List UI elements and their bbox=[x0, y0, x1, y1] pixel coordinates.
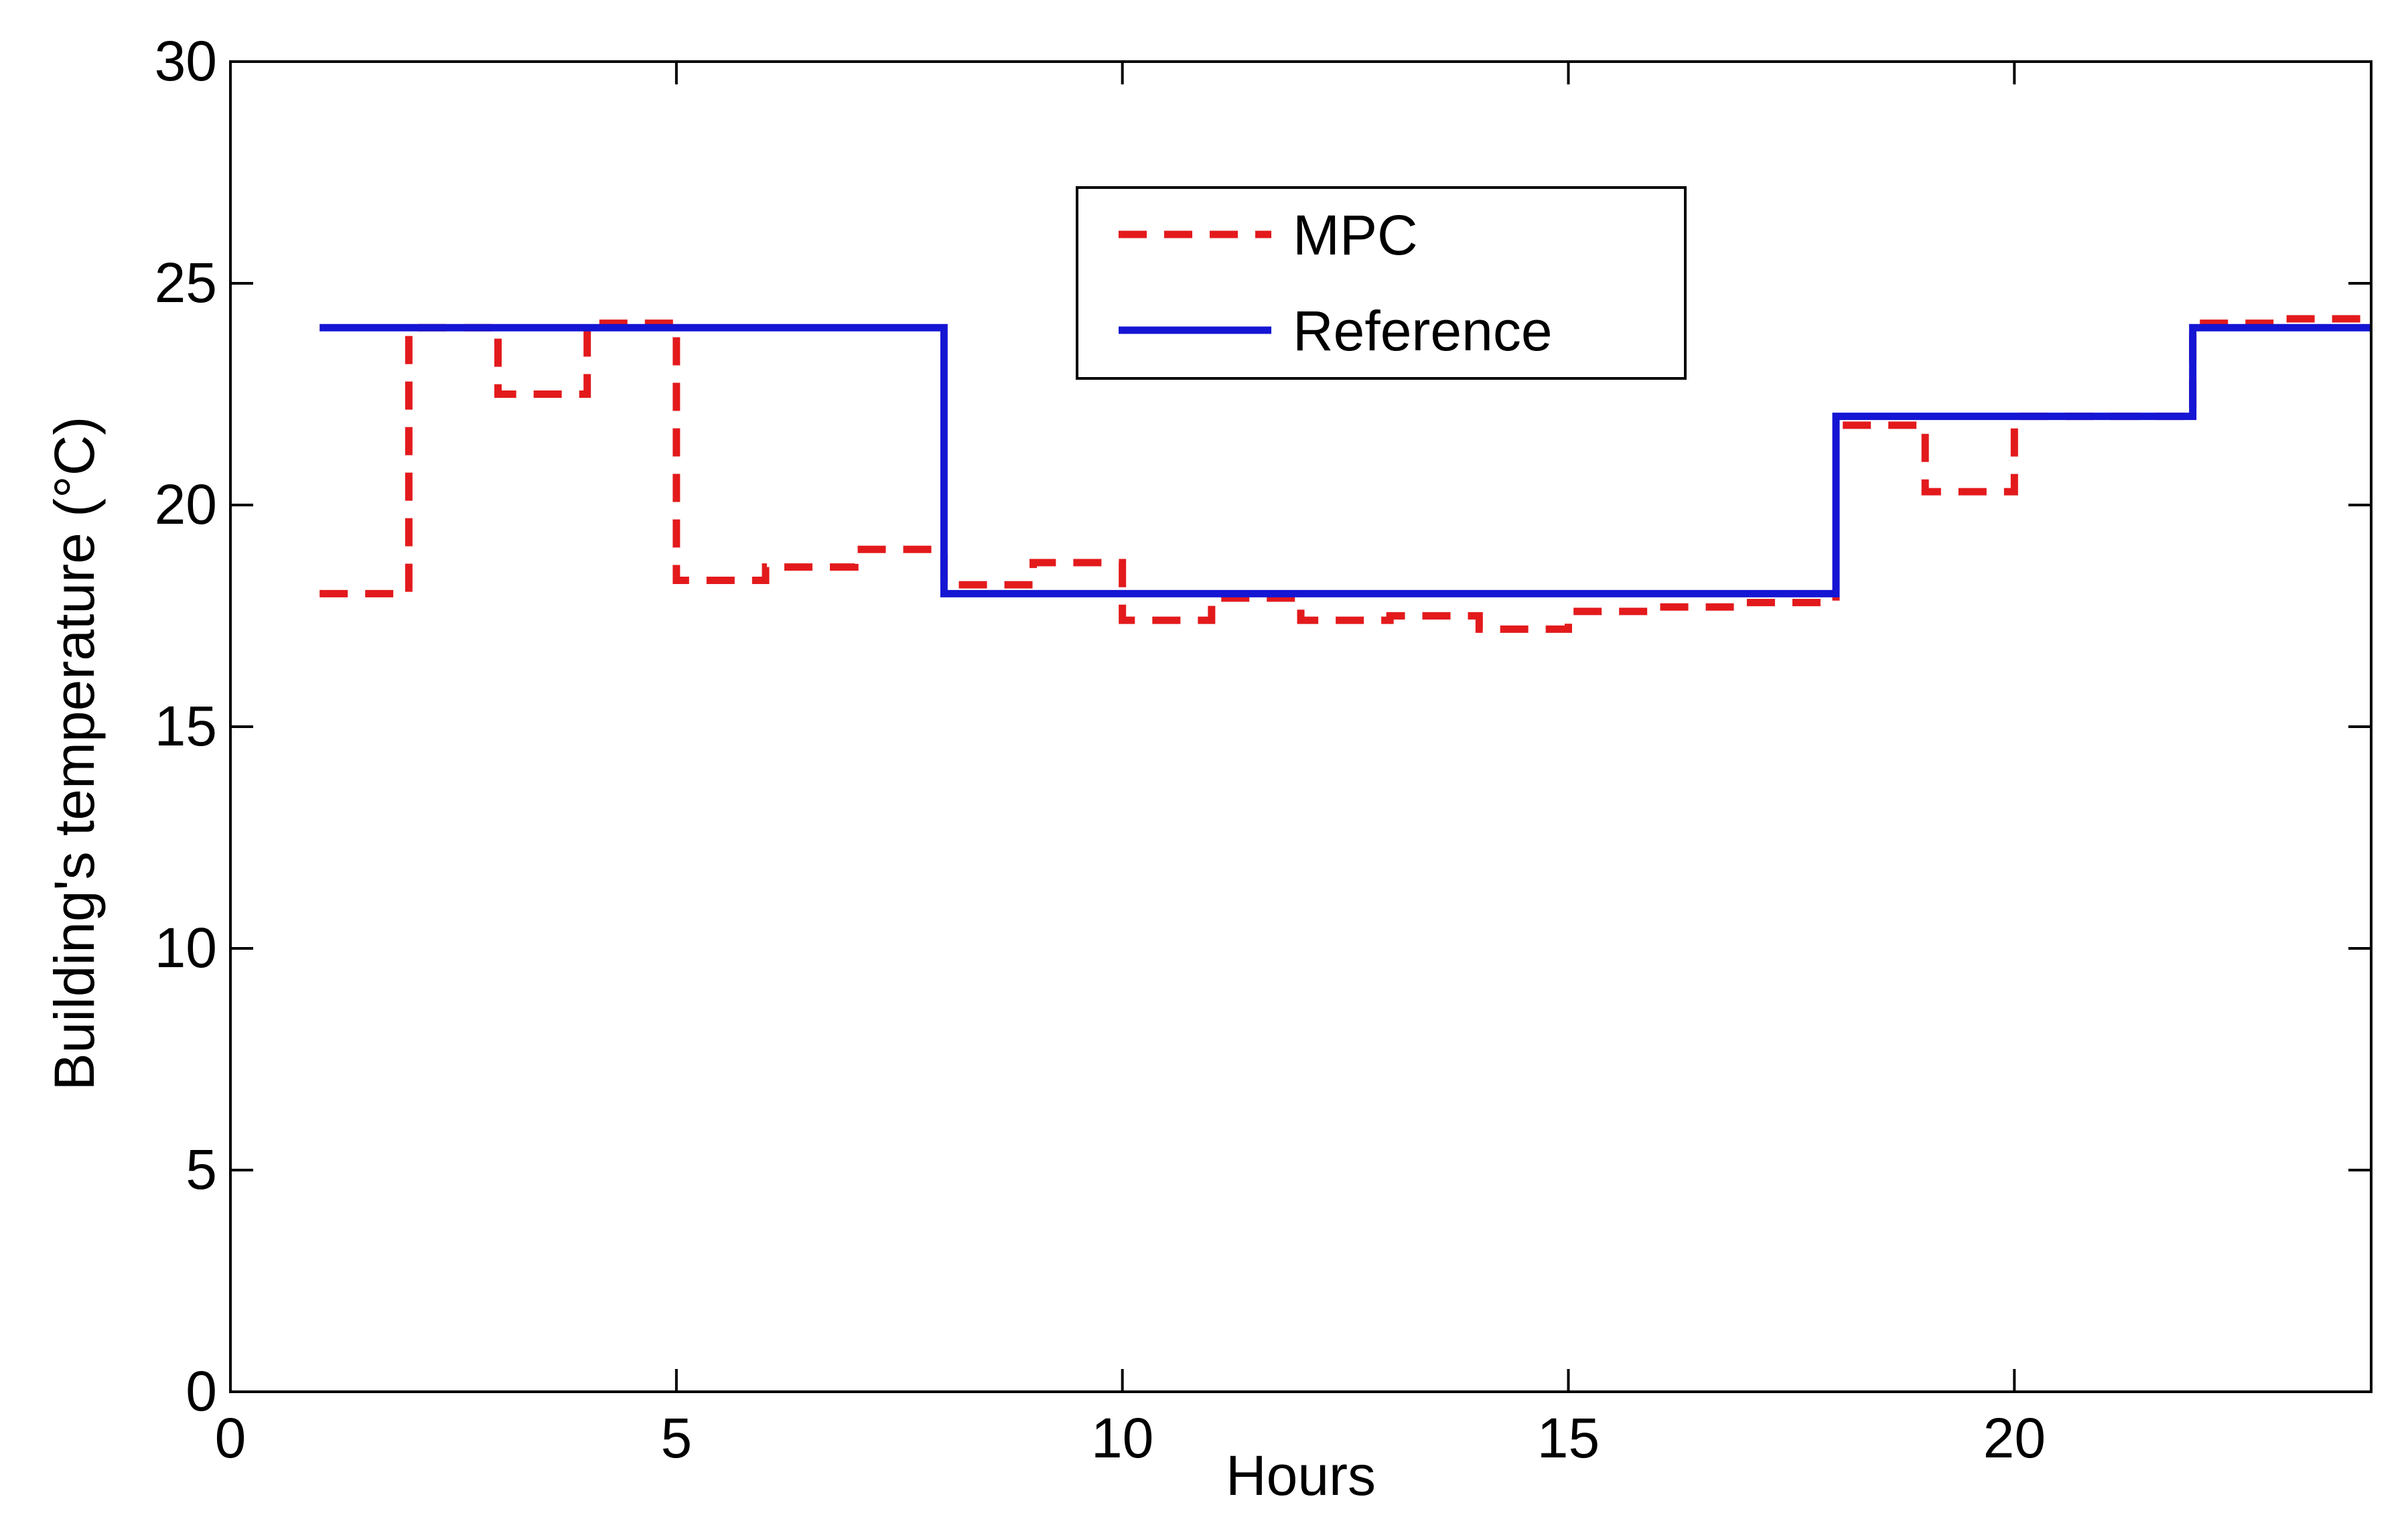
y-tick-label: 25 bbox=[155, 251, 217, 314]
x-tick-label: 5 bbox=[660, 1407, 692, 1469]
y-axis-title: Building's temperature (°C) bbox=[43, 417, 106, 1091]
legend-label-mpc: MPC bbox=[1293, 204, 1418, 267]
x-axis-title: Hours bbox=[1226, 1444, 1376, 1507]
x-tick-label: 10 bbox=[1091, 1407, 1153, 1469]
x-tick-label: 15 bbox=[1537, 1407, 1600, 1469]
series-line-mpc bbox=[320, 315, 2371, 633]
legend-box bbox=[1076, 186, 1687, 380]
legend-label-reference: Reference bbox=[1293, 299, 1553, 362]
y-tick-label: 10 bbox=[155, 916, 217, 979]
y-tick-label: 15 bbox=[155, 695, 217, 758]
tick-labels: 0 5 10 15 20 0 5 10 15 20 25 30 bbox=[155, 29, 2046, 1469]
y-tick-label: 5 bbox=[186, 1138, 217, 1201]
x-tick-label: 0 bbox=[215, 1407, 246, 1469]
x-tick-label: 20 bbox=[1983, 1407, 2046, 1469]
plot-frame bbox=[229, 60, 2372, 1393]
series-layer bbox=[320, 315, 2371, 633]
series-line-reference bbox=[320, 323, 2371, 597]
y-tick-label: 20 bbox=[155, 473, 217, 536]
legend: MPC Reference bbox=[1076, 186, 1687, 380]
y-tick-label: 30 bbox=[155, 29, 217, 92]
y-tick-label: 0 bbox=[186, 1360, 217, 1423]
